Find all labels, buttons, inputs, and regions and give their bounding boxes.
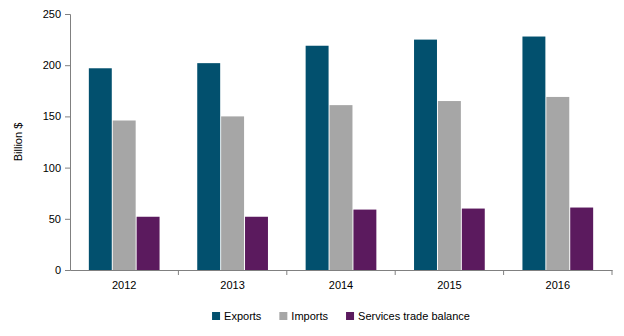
y-tick: 100 bbox=[43, 162, 70, 174]
bar bbox=[330, 105, 353, 270]
y-tick: 50 bbox=[49, 213, 70, 225]
category-separator bbox=[178, 270, 179, 275]
category-separator bbox=[286, 270, 287, 275]
x-tick-label: 2014 bbox=[329, 279, 353, 291]
y-tick-mark bbox=[65, 116, 70, 117]
bars bbox=[89, 37, 593, 270]
bar bbox=[414, 40, 437, 270]
y-tick-mark bbox=[65, 270, 70, 271]
y-tick-label: 250 bbox=[43, 8, 61, 20]
legend-swatch bbox=[279, 312, 287, 320]
bar bbox=[438, 101, 461, 270]
bar bbox=[462, 209, 485, 270]
y-tick-label: 150 bbox=[43, 110, 61, 122]
bar bbox=[522, 37, 545, 270]
bar bbox=[89, 68, 112, 270]
bar bbox=[197, 63, 220, 270]
legend-item: Imports bbox=[279, 310, 328, 322]
chart: 0 50 100 150 200 250 2012 2013 2014 2015 2016 Billi… bbox=[0, 0, 624, 336]
legend-swatch bbox=[346, 312, 354, 320]
bar bbox=[113, 120, 136, 270]
x-tick-label: 2015 bbox=[437, 279, 461, 291]
legend-item: Services trade balance bbox=[346, 310, 470, 322]
y-tick-label: 200 bbox=[43, 59, 61, 71]
bar bbox=[353, 210, 376, 270]
legend-item: Exports bbox=[212, 310, 262, 322]
bar bbox=[306, 46, 329, 270]
legend-label: Exports bbox=[224, 310, 262, 322]
y-axis: 0 50 100 150 200 250 bbox=[43, 8, 71, 276]
y-tick-mark bbox=[65, 65, 70, 66]
bar bbox=[137, 217, 160, 270]
x-tick: 2014 bbox=[329, 270, 353, 291]
y-tick-label: 0 bbox=[55, 264, 61, 276]
y-tick: 200 bbox=[43, 59, 70, 71]
bar bbox=[546, 97, 569, 270]
legend-label: Services trade balance bbox=[358, 310, 470, 322]
y-tick-label: 50 bbox=[49, 213, 61, 225]
x-tick-label: 2012 bbox=[112, 279, 136, 291]
y-axis-title: Billion $ bbox=[12, 123, 24, 162]
y-tick-label: 100 bbox=[43, 162, 61, 174]
y-tick: 250 bbox=[43, 8, 70, 20]
x-axis-line bbox=[71, 270, 613, 271]
y-axis-line bbox=[65, 15, 71, 271]
y-tick: 0 bbox=[55, 264, 70, 276]
x-tick: 2013 bbox=[220, 270, 244, 291]
x-tick: 2012 bbox=[112, 270, 136, 291]
x-tick-label: 2016 bbox=[546, 279, 570, 291]
y-tick: 150 bbox=[43, 110, 70, 122]
plot: 0 50 100 150 200 250 2012 2013 2014 2015 2016 bbox=[43, 8, 613, 291]
legend: Exports Imports Services trade balance bbox=[212, 310, 470, 322]
category-separator bbox=[503, 270, 504, 275]
x-tick: 2016 bbox=[546, 270, 570, 291]
bar bbox=[245, 217, 268, 270]
legend-label: Imports bbox=[291, 310, 328, 322]
x-tick-label: 2013 bbox=[220, 279, 244, 291]
x-axis: 2012 2013 2014 2015 2016 bbox=[71, 270, 613, 291]
category-separator bbox=[395, 270, 396, 275]
x-tick: 2015 bbox=[437, 270, 461, 291]
y-tick-mark bbox=[65, 14, 70, 15]
y-tick-mark bbox=[65, 219, 70, 220]
bar bbox=[570, 208, 593, 270]
bar bbox=[221, 116, 244, 270]
y-tick-mark bbox=[65, 168, 70, 169]
legend-swatch bbox=[212, 312, 220, 320]
category-separator bbox=[612, 270, 613, 275]
